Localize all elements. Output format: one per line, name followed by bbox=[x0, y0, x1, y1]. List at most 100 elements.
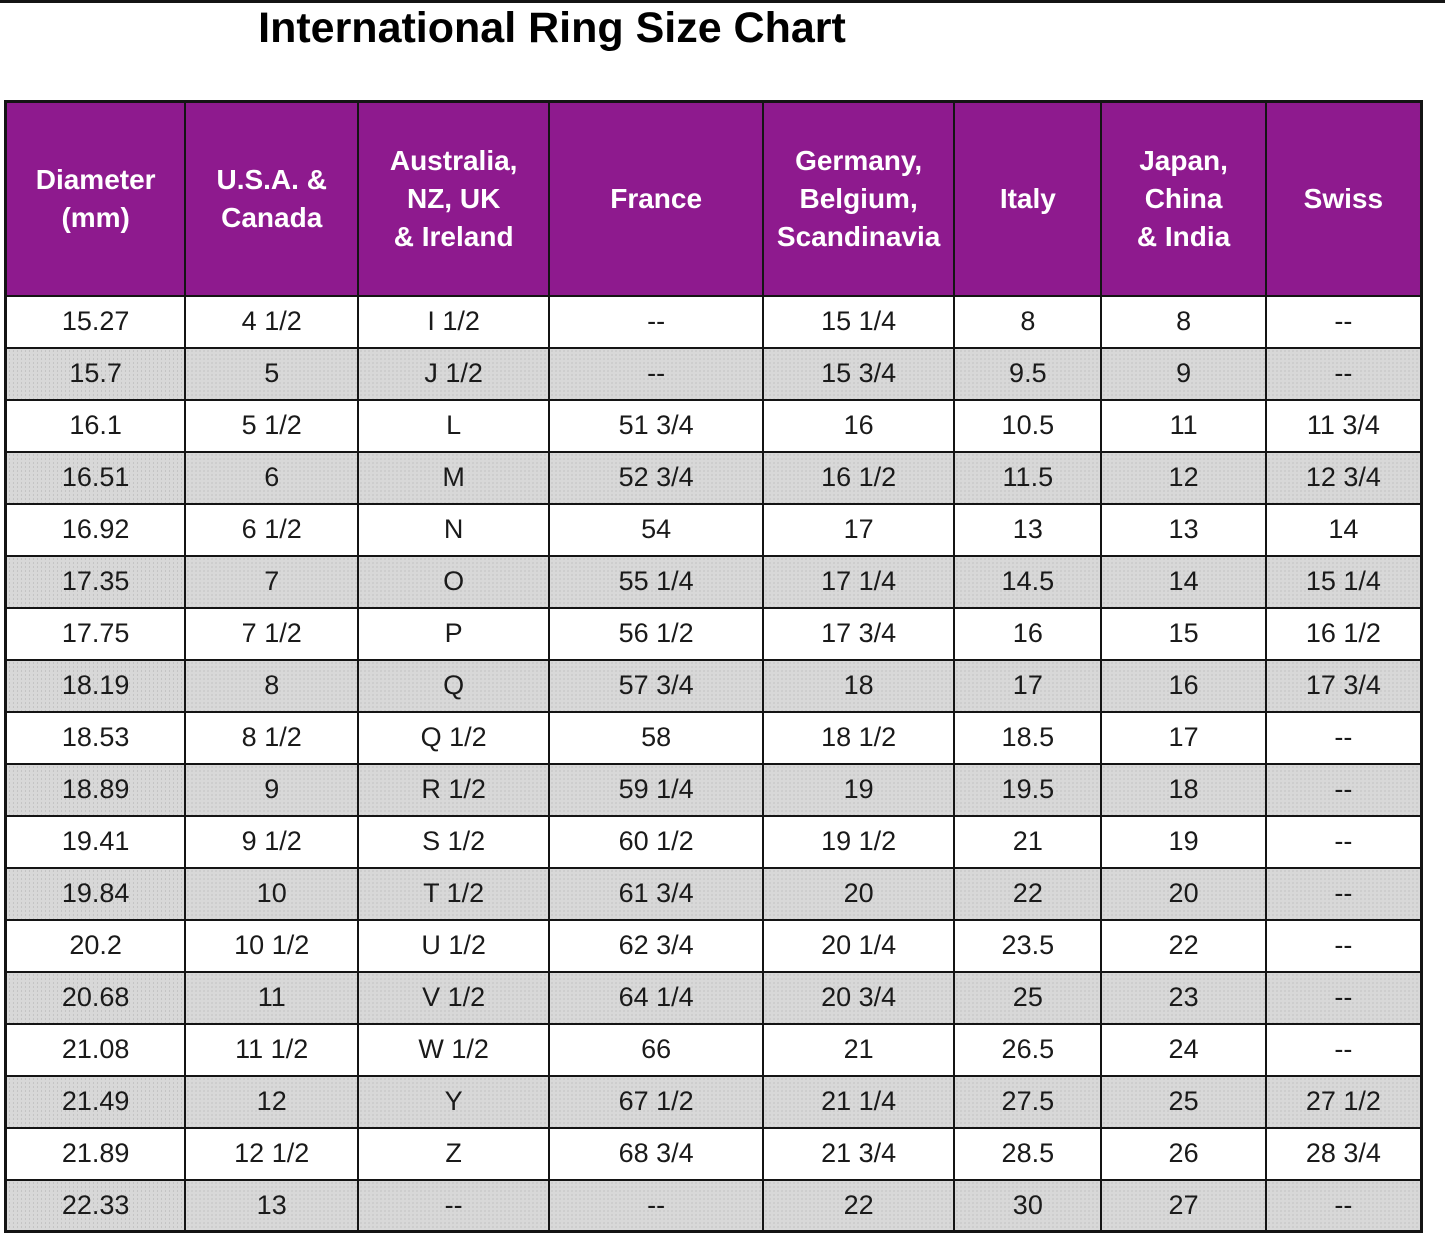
table-cell: 20.68 bbox=[4, 970, 187, 1025]
table-row: 18.19 8 Q 57 3/4 18 17 16 17 3/4 bbox=[4, 658, 1423, 713]
table-row: 22.33 13 -- -- 22 30 27 -- bbox=[4, 1178, 1423, 1233]
table-row: 21.49 12 Y 67 1/2 21 1/4 27.5 25 27 1/2 bbox=[4, 1074, 1423, 1129]
table-cell: 20.2 bbox=[4, 918, 187, 973]
table-cell: 20 bbox=[762, 866, 956, 921]
table-cell: 64 1/4 bbox=[548, 970, 765, 1025]
table-cell: -- bbox=[1264, 1022, 1423, 1077]
table-row: 21.89 12 1/2 Z 68 3/4 21 3/4 28.5 26 28 3/4 bbox=[4, 1126, 1423, 1181]
table-cell: Y bbox=[357, 1074, 551, 1129]
table-cell: 13 bbox=[953, 502, 1103, 557]
table-row: 20.68 11 V 1/2 64 1/4 20 3/4 25 23 -- bbox=[4, 970, 1423, 1025]
table-cell: 11 bbox=[184, 970, 360, 1025]
table-row: 15.27 4 1/2 I 1/2 -- 15 1/4 8 8 -- bbox=[4, 294, 1423, 349]
table-cell: 23 bbox=[1100, 970, 1267, 1025]
table-cell: -- bbox=[1264, 710, 1423, 765]
page-title: International Ring Size Chart bbox=[258, 4, 846, 52]
table-cell: 15 1/4 bbox=[1264, 554, 1423, 609]
table-cell: P bbox=[357, 606, 551, 661]
table-cell: Q 1/2 bbox=[357, 710, 551, 765]
table-cell: W 1/2 bbox=[357, 1022, 551, 1077]
table-cell: 19.84 bbox=[4, 866, 187, 921]
table-row: 16.1 5 1/2 L 51 3/4 16 10.5 11 11 3/4 bbox=[4, 398, 1423, 453]
table-cell: 21.49 bbox=[4, 1074, 187, 1129]
table-cell: 19 bbox=[1100, 814, 1267, 869]
table-cell: -- bbox=[1264, 866, 1423, 921]
table-cell: -- bbox=[1264, 762, 1423, 817]
table-cell: 22.33 bbox=[4, 1178, 187, 1233]
table-cell: 13 bbox=[184, 1178, 360, 1233]
table-cell: N bbox=[357, 502, 551, 557]
table-cell: 11 bbox=[1100, 398, 1267, 453]
table-cell: -- bbox=[548, 1178, 765, 1233]
table-cell: 9.5 bbox=[953, 346, 1103, 401]
table-cell: 22 bbox=[1100, 918, 1267, 973]
table-cell: 23.5 bbox=[953, 918, 1103, 973]
table-cell: 21.89 bbox=[4, 1126, 187, 1181]
column-header: Japan, China & India bbox=[1100, 100, 1267, 297]
table-cell: 56 1/2 bbox=[548, 606, 765, 661]
table-row: 16.51 6 M 52 3/4 16 1/2 11.5 12 12 3/4 bbox=[4, 450, 1423, 505]
table-cell: M bbox=[357, 450, 551, 505]
table-cell: 18.89 bbox=[4, 762, 187, 817]
table-cell: 58 bbox=[548, 710, 765, 765]
table-cell: 15 1/4 bbox=[762, 294, 956, 349]
table-cell: S 1/2 bbox=[357, 814, 551, 869]
table-cell: 18.5 bbox=[953, 710, 1103, 765]
table-cell: 67 1/2 bbox=[548, 1074, 765, 1129]
table-cell: 15.27 bbox=[4, 294, 187, 349]
table-cell: Q bbox=[357, 658, 551, 713]
table-cell: 20 bbox=[1100, 866, 1267, 921]
table-cell: 18.19 bbox=[4, 658, 187, 713]
table-cell: 18 1/2 bbox=[762, 710, 956, 765]
table-cell: 22 bbox=[953, 866, 1103, 921]
table-cell: 55 1/4 bbox=[548, 554, 765, 609]
table-cell: 27.5 bbox=[953, 1074, 1103, 1129]
table-cell: 30 bbox=[953, 1178, 1103, 1233]
table-cell: -- bbox=[548, 346, 765, 401]
table-cell: 26.5 bbox=[953, 1022, 1103, 1077]
table-cell: 10 1/2 bbox=[184, 918, 360, 973]
table-cell: 18.53 bbox=[4, 710, 187, 765]
table-cell: 57 3/4 bbox=[548, 658, 765, 713]
table-cell: 9 bbox=[184, 762, 360, 817]
table-cell: 24 bbox=[1100, 1022, 1267, 1077]
table-cell: 17.75 bbox=[4, 606, 187, 661]
table-body: 15.27 4 1/2 I 1/2 -- 15 1/4 8 8 -- 15.7 5 J 1/2 -- 1… bbox=[4, 294, 1423, 1233]
ring-size-table: Diameter (mm) U.S.A. & Canada Australia, N… bbox=[4, 100, 1423, 1233]
table-cell: -- bbox=[1264, 814, 1423, 869]
table-cell: -- bbox=[1264, 346, 1423, 401]
table-cell: O bbox=[357, 554, 551, 609]
table-cell: 26 bbox=[1100, 1126, 1267, 1181]
table-cell: 51 3/4 bbox=[548, 398, 765, 453]
table-cell: 19 bbox=[762, 762, 956, 817]
table-cell: 11 3/4 bbox=[1264, 398, 1423, 453]
table-cell: 10.5 bbox=[953, 398, 1103, 453]
table-cell: 21 bbox=[953, 814, 1103, 869]
table-cell: 52 3/4 bbox=[548, 450, 765, 505]
table-row: 15.7 5 J 1/2 -- 15 3/4 9.5 9 -- bbox=[4, 346, 1423, 401]
table-cell: 21.08 bbox=[4, 1022, 187, 1077]
table-cell: 17 bbox=[762, 502, 956, 557]
table-cell: 20 1/4 bbox=[762, 918, 956, 973]
column-header: France bbox=[548, 100, 765, 297]
table-row: 19.84 10 T 1/2 61 3/4 20 22 20 -- bbox=[4, 866, 1423, 921]
table-cell: I 1/2 bbox=[357, 294, 551, 349]
table-row: 17.35 7 O 55 1/4 17 1/4 14.5 14 15 1/4 bbox=[4, 554, 1423, 609]
table-row: 19.41 9 1/2 S 1/2 60 1/2 19 1/2 21 19 -- bbox=[4, 814, 1423, 869]
table-cell: T 1/2 bbox=[357, 866, 551, 921]
table-cell: -- bbox=[1264, 970, 1423, 1025]
table-cell: 12 bbox=[184, 1074, 360, 1129]
table-cell: 25 bbox=[953, 970, 1103, 1025]
column-header: Germany, Belgium, Scandinavia bbox=[762, 100, 956, 297]
table-cell: 17 3/4 bbox=[1264, 658, 1423, 713]
table-cell: 16.92 bbox=[4, 502, 187, 557]
table-cell: 68 3/4 bbox=[548, 1126, 765, 1181]
table-cell: 28.5 bbox=[953, 1126, 1103, 1181]
table-cell: 9 bbox=[1100, 346, 1267, 401]
column-header: Australia, NZ, UK & Ireland bbox=[357, 100, 551, 297]
table-cell: 6 bbox=[184, 450, 360, 505]
table-cell: 16.1 bbox=[4, 398, 187, 453]
table-cell: V 1/2 bbox=[357, 970, 551, 1025]
table-cell: -- bbox=[357, 1178, 551, 1233]
table-cell: 7 bbox=[184, 554, 360, 609]
